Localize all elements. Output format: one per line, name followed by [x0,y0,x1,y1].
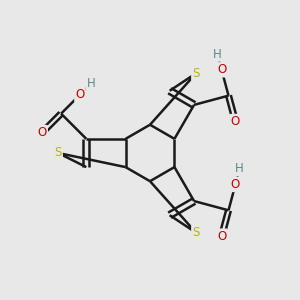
Text: H: H [235,162,244,175]
Text: S: S [192,226,200,239]
Text: H: H [213,47,222,61]
Text: O: O [231,115,240,128]
Text: O: O [217,63,226,76]
Text: H: H [87,77,96,90]
Text: O: O [217,230,226,243]
Text: S: S [54,146,62,160]
Text: O: O [38,126,47,139]
Text: O: O [231,178,240,191]
Text: O: O [75,88,85,101]
Text: S: S [192,67,200,80]
